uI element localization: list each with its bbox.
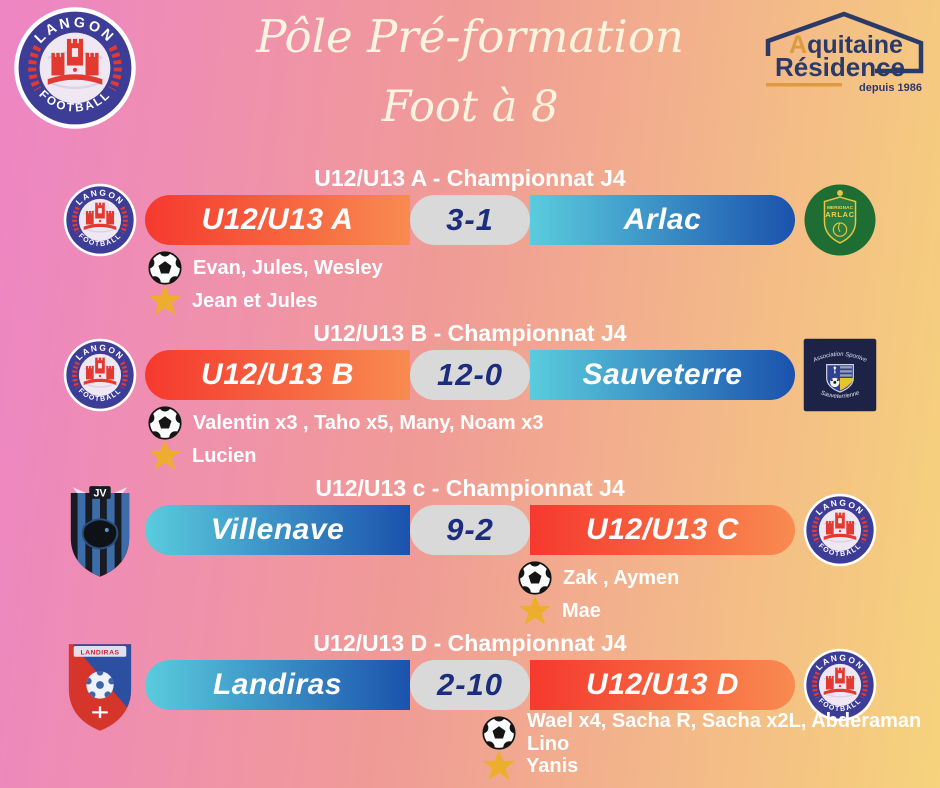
home-team-logo-landiras: [63, 636, 137, 734]
soccer-ball-icon: [148, 406, 182, 440]
scorers-row: Evan, Jules, Wesley: [0, 251, 940, 285]
star-player-text: Lucien: [192, 444, 257, 467]
score-text: 3-1: [446, 202, 494, 237]
score-bar: Villenave 9-2 U12/U13 C: [145, 505, 795, 555]
score-bar: U12/U13 A 3-1 Arlac: [145, 195, 795, 245]
title-line1: Pôle Pré-formation: [256, 10, 684, 63]
sponsor-logo: Aquitaine Résidence depuis 1986: [754, 8, 934, 108]
away-team-logo-langon: [803, 493, 877, 567]
score-text: 2-10: [436, 667, 504, 702]
match-header: U12/U13 D - Championnat J4: [313, 630, 627, 656]
star-player-row: Lucien: [0, 440, 940, 472]
score-badge: 2-10: [410, 660, 530, 710]
star-icon: [148, 439, 182, 473]
scorers-text: Zak , Aymen: [563, 566, 680, 589]
match-header: U12/U13 A - Championnat J4: [314, 165, 626, 191]
score-text: 12-0: [436, 357, 504, 392]
away-team-name: Arlac: [623, 203, 702, 236]
soccer-ball-icon: [518, 561, 552, 595]
svg-text:Aquitaine: Aquitaine: [789, 31, 903, 59]
away-team-half: U12/U13 D: [530, 660, 795, 710]
score-badge: 9-2: [410, 505, 530, 555]
star-icon: [518, 594, 552, 628]
house-outline-icon: [765, 11, 924, 74]
match-section-u12u13c: U12/U13 c - Championnat J4 Villenave 9-2…: [0, 476, 940, 627]
star-player-row: Mae: [0, 595, 940, 627]
home-team-half: U12/U13 B: [145, 350, 410, 400]
home-team-half: Villenave: [145, 505, 410, 555]
match-row: U12/U13 B 12-0 Sauveterre: [63, 350, 877, 400]
home-team-name: U12/U13 A: [201, 203, 354, 236]
match-row: Villenave 9-2 U12/U13 C: [63, 505, 877, 555]
home-team-name: Villenave: [210, 513, 345, 546]
sponsor-name2: Résidence: [775, 52, 905, 82]
match-header: U12/U13 B - Championnat J4: [313, 320, 627, 346]
away-team-half: Sauveterre: [530, 350, 795, 400]
soccer-ball-icon: [482, 716, 516, 750]
home-team-half: U12/U13 A: [145, 195, 410, 245]
away-team-name: Sauveterre: [582, 358, 743, 391]
match-results-list: U12/U13 A - Championnat J4 U12/U13 A 3-1…: [0, 166, 940, 782]
scorers-text: Evan, Jules, Wesley: [193, 256, 383, 279]
star-player-text: Yanis: [526, 754, 579, 777]
scorers-text: Wael x4, Sacha R, Sacha x2L, Abderaman L…: [527, 710, 922, 755]
match-section-u12u13a: U12/U13 A - Championnat J4 U12/U13 A 3-1…: [0, 166, 940, 317]
home-team-logo-villenave: [63, 481, 137, 579]
away-team-logo-sauveterre: [803, 333, 877, 417]
match-header: U12/U13 c - Championnat J4: [315, 475, 625, 501]
away-team-name: U12/U13 C: [586, 513, 739, 546]
away-team-name: U12/U13 D: [586, 668, 739, 701]
star-icon: [482, 749, 516, 783]
score-bar: Landiras 2-10 U12/U13 D: [145, 660, 795, 710]
star-player-text: Jean et Jules: [192, 289, 318, 312]
match-section-u12u13d: U12/U13 D - Championnat J4 Landiras 2-10…: [0, 631, 940, 782]
sponsor-initial: A: [789, 31, 807, 59]
star-player-text: Mae: [562, 599, 601, 622]
scorers-row: Valentin x3 , Taho x5, Many, Noam x3: [0, 406, 940, 440]
poster-title: Pôle Pré-formation Foot à 8: [0, 8, 940, 132]
scorers-row: Wael x4, Sacha R, Sacha x2L, Abderaman L…: [0, 710, 940, 755]
home-team-logo-langon: [63, 183, 137, 257]
home-team-name: Landiras: [212, 668, 343, 701]
scorers-row: Zak , Aymen: [0, 561, 940, 595]
scorers-text: Valentin x3 , Taho x5, Many, Noam x3: [193, 411, 544, 434]
away-team-half: Arlac: [530, 195, 795, 245]
home-team-half: Landiras: [145, 660, 410, 710]
away-team-half: U12/U13 C: [530, 505, 795, 555]
sponsor-name1-rest: quitaine: [807, 31, 903, 59]
score-badge: 12-0: [410, 350, 530, 400]
match-row: Landiras 2-10 U12/U13 D: [63, 660, 877, 710]
home-team-name: U12/U13 B: [201, 358, 354, 391]
match-row: U12/U13 A 3-1 Arlac: [63, 195, 877, 245]
soccer-ball-icon: [148, 251, 182, 285]
title-line2: Foot à 8: [381, 82, 559, 132]
sponsor-underline: [766, 83, 842, 87]
star-player-row: Yanis: [0, 750, 940, 782]
away-team-logo-arlac: [803, 183, 877, 257]
star-icon: [148, 284, 182, 318]
sponsor-tagline: depuis 1986: [859, 82, 922, 94]
score-badge: 3-1: [410, 195, 530, 245]
home-team-logo-langon: [63, 338, 137, 412]
score-text: 9-2: [446, 512, 494, 547]
match-section-u12u13b: U12/U13 B - Championnat J4 U12/U13 B 12-…: [0, 321, 940, 472]
score-bar: U12/U13 B 12-0 Sauveterre: [145, 350, 795, 400]
star-player-row: Jean et Jules: [0, 285, 940, 317]
